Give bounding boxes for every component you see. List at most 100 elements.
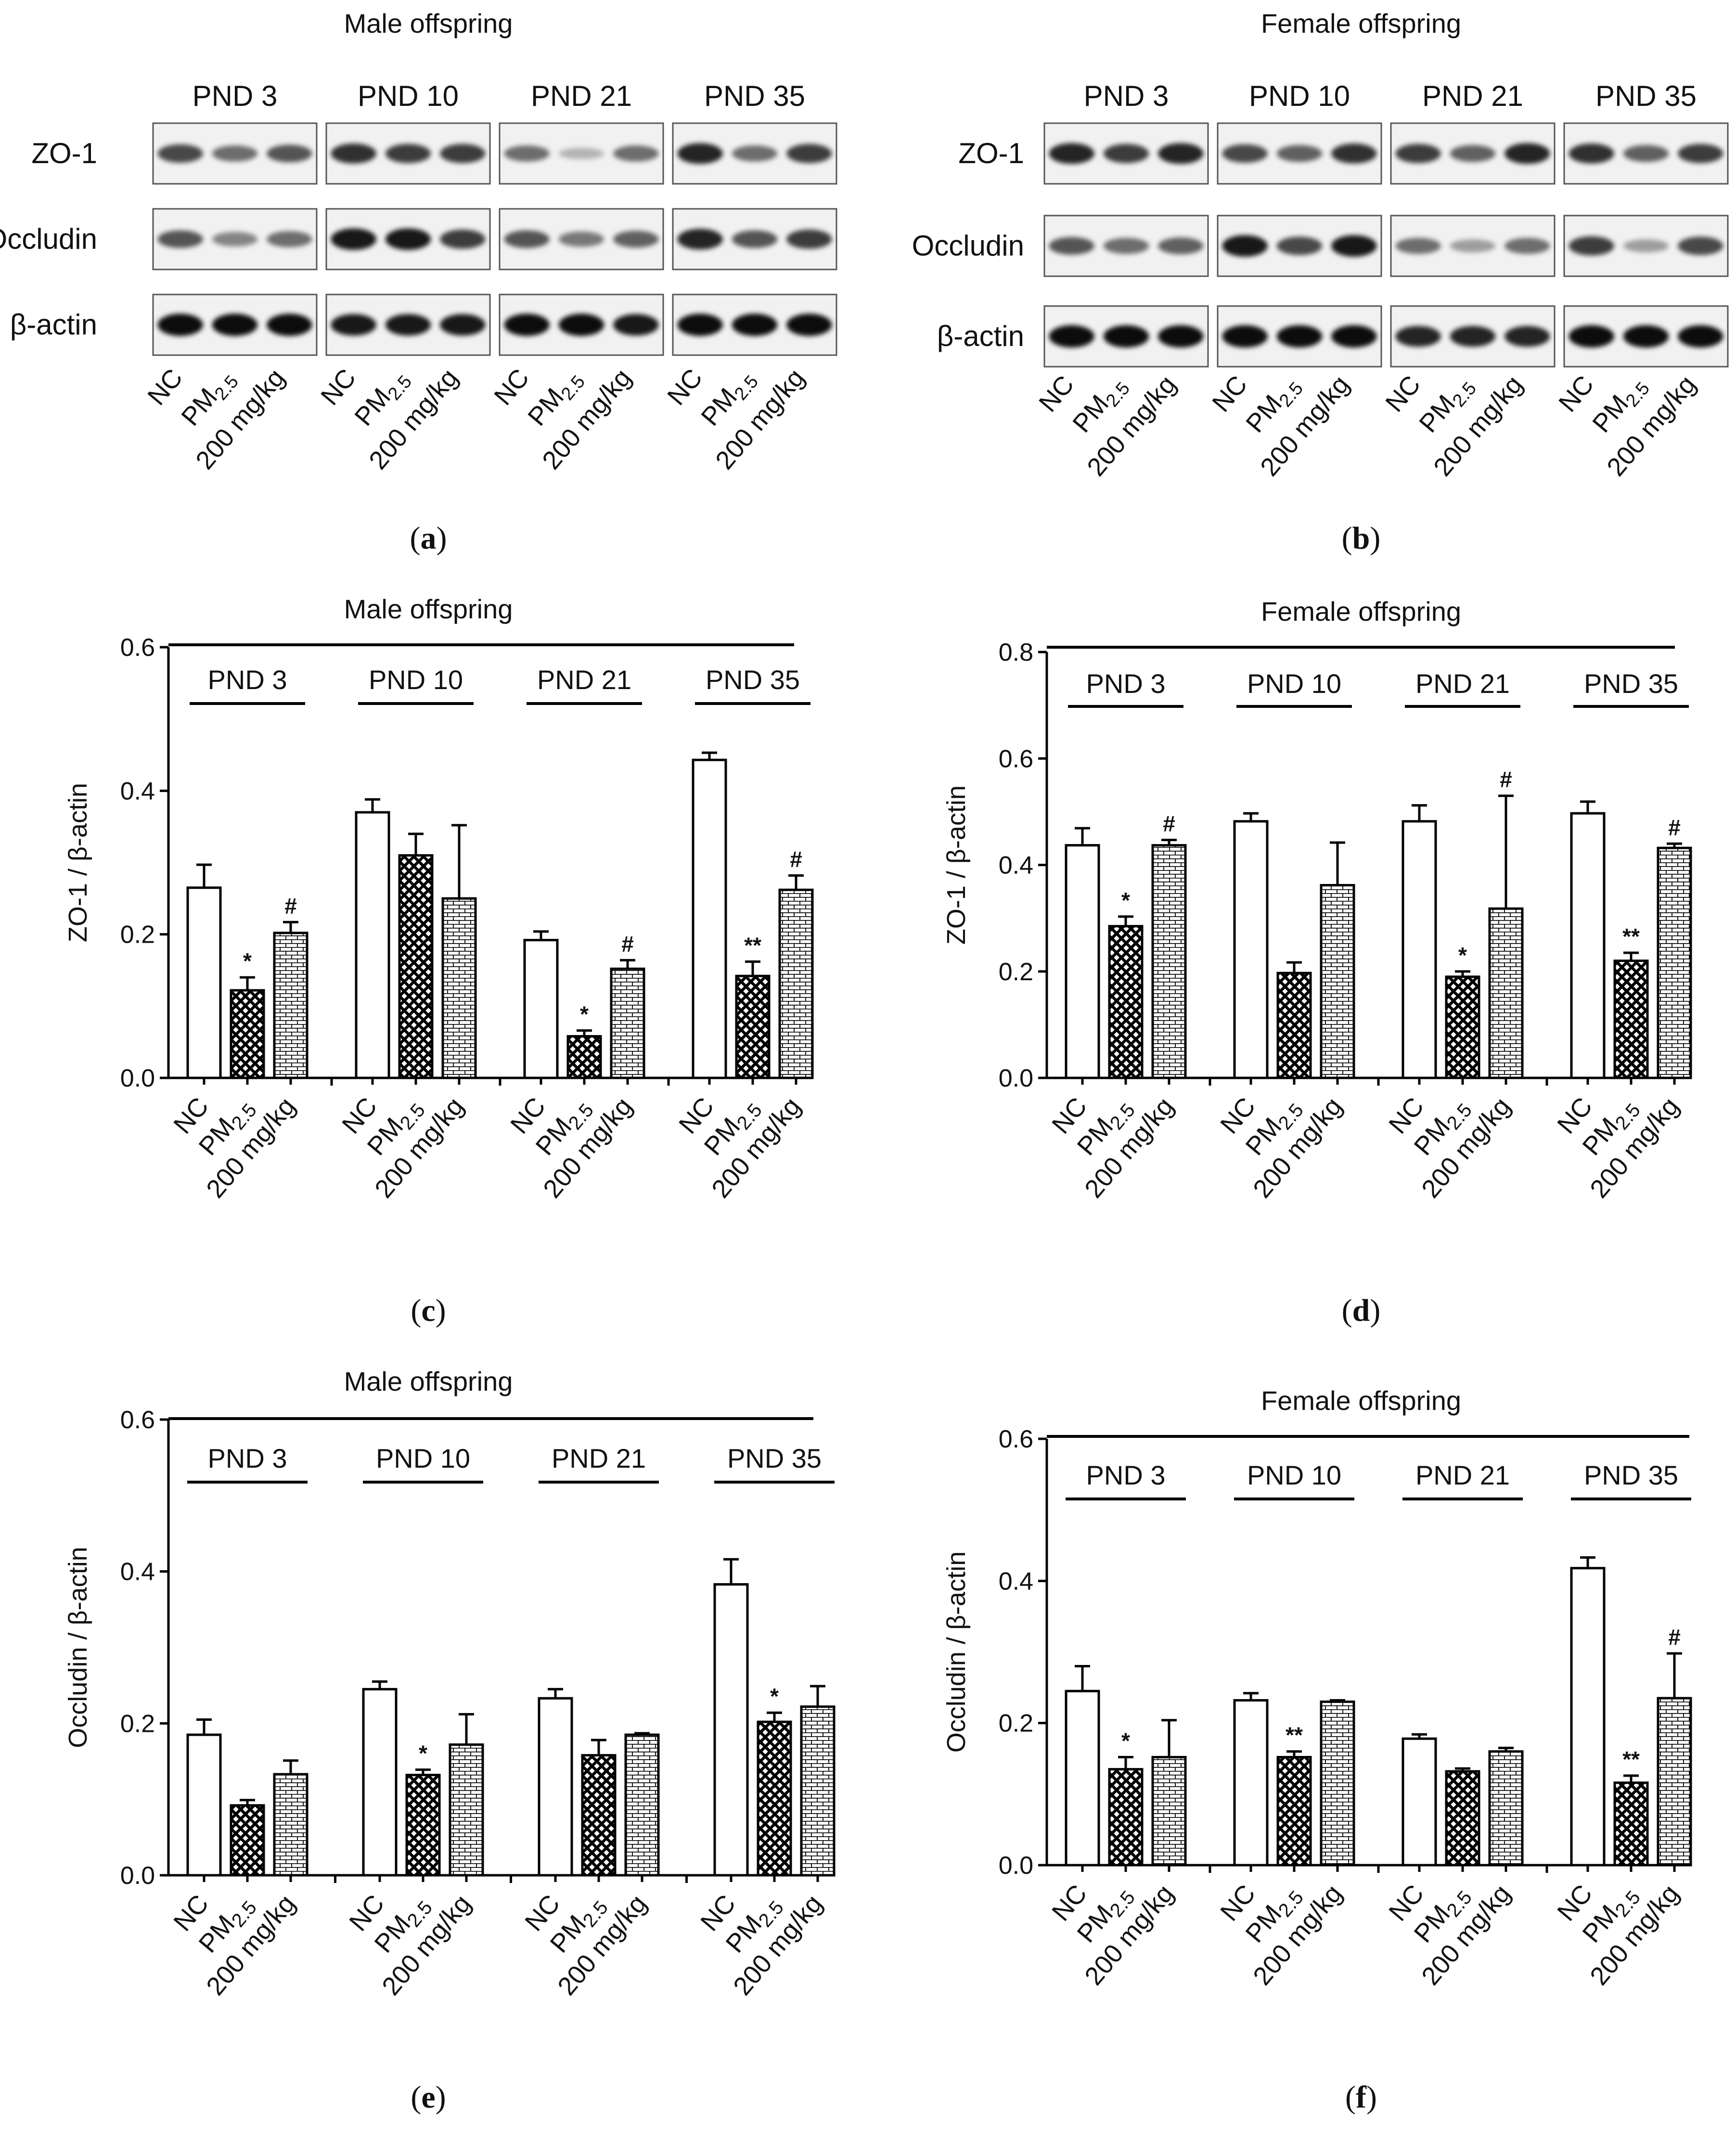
bar-e-0-1 — [230, 1804, 265, 1877]
blot-row-label: Occludin — [0, 223, 97, 255]
blot-band — [613, 145, 659, 162]
y-tick-label: 0.4 — [120, 1558, 155, 1586]
blot-band — [1222, 325, 1268, 348]
blot-band — [558, 148, 604, 159]
blot-band — [385, 228, 431, 250]
bar-f-0-1 — [1108, 1768, 1144, 1867]
blot-band — [1450, 145, 1496, 162]
significance-mark: * — [419, 1741, 427, 1766]
significance-mark: ** — [744, 933, 761, 958]
blot-band — [331, 314, 376, 336]
blot-band — [385, 314, 431, 336]
blot-band — [1103, 238, 1149, 254]
bar-d-3-1 — [1613, 960, 1649, 1079]
bar-e-3-0 — [713, 1583, 749, 1877]
blot-band — [1158, 237, 1204, 255]
group-label: PND 21 — [1415, 1460, 1510, 1490]
y-tick-label: 0.8 — [999, 639, 1033, 666]
group-label: PND 3 — [1086, 1460, 1166, 1490]
blot-lane-label-0: NC — [1380, 370, 1426, 417]
blot-group-label: PND 3 — [193, 80, 278, 112]
panel-caption-d: (d) — [1342, 1293, 1381, 1328]
group-label: PND 35 — [727, 1443, 822, 1473]
blot-band — [440, 230, 486, 249]
bar-e-0-0 — [186, 1733, 222, 1877]
bar-f-3-2 — [1657, 1697, 1692, 1867]
y-axis-title: ZO-1 / β-actin — [64, 783, 92, 942]
y-tick-label: 0.2 — [120, 1710, 155, 1738]
blot-band — [331, 143, 376, 164]
group-label: PND 35 — [1584, 668, 1678, 699]
group-label: PND 21 — [1415, 668, 1510, 699]
bar-e-2-2 — [624, 1733, 660, 1877]
significance-mark: # — [284, 893, 297, 918]
panel-caption-e: (e) — [411, 2080, 446, 2115]
blot-band — [1569, 143, 1614, 164]
blot-band — [1569, 236, 1614, 256]
blot-band — [1276, 236, 1323, 256]
blot-band — [504, 145, 550, 162]
blot-band — [558, 313, 604, 336]
bar-c-3-2 — [778, 888, 814, 1079]
blot-panel-a: Male offspring ZO-1 Occludin β-actin PND 3 NC… — [0, 8, 837, 475]
blot-lane-label-0: NC — [315, 363, 361, 410]
blot-band — [1505, 143, 1550, 164]
blot-band — [1623, 325, 1669, 348]
significance-mark: # — [1500, 767, 1512, 792]
blot-band — [1331, 143, 1377, 164]
chart-title: Female offspring — [1261, 1385, 1461, 1416]
significance-mark: ** — [1622, 924, 1640, 949]
y-tick-label: 0.0 — [999, 1064, 1033, 1092]
blot-lane-label-0: NC — [1553, 370, 1599, 417]
panel-caption-b: (b) — [1342, 521, 1381, 556]
blot-band — [157, 230, 203, 248]
blot-band — [212, 145, 258, 162]
y-tick-label: 0.6 — [120, 634, 155, 662]
significance-mark: # — [1163, 811, 1175, 836]
blot-band — [157, 144, 203, 163]
blot-panel-b: Female offspring ZO-1 Occludin β-actin PND 3… — [912, 8, 1729, 482]
group-label: PND 3 — [208, 1443, 287, 1473]
y-tick-label: 0.4 — [999, 1567, 1033, 1595]
blot-band — [1623, 145, 1669, 162]
group-label: PND 35 — [1584, 1460, 1678, 1490]
blot-band — [558, 231, 604, 247]
blot-band — [1158, 143, 1204, 164]
bar-e-3-2 — [800, 1705, 836, 1877]
bar-f-3-1 — [1613, 1781, 1649, 1867]
blot-band — [1623, 239, 1669, 253]
group-label: PND 10 — [1247, 668, 1341, 699]
y-tick-label: 0.2 — [999, 958, 1033, 986]
bar-c-1-0 — [355, 811, 390, 1079]
y-tick-label: 0.4 — [999, 852, 1033, 880]
chart-title: Male offspring — [344, 594, 513, 624]
blot-band — [1569, 325, 1614, 348]
bar-d-2-1 — [1445, 975, 1480, 1079]
blot-band — [1678, 236, 1723, 256]
blot-band — [677, 313, 723, 336]
significance-mark: * — [1458, 943, 1467, 968]
blot-lane-label-0: NC — [142, 363, 188, 410]
bar-e-3-1 — [757, 1720, 792, 1877]
blot-band — [1331, 325, 1377, 348]
bar-c-3-1 — [735, 974, 771, 1079]
bar-e-1-0 — [362, 1688, 398, 1877]
y-axis-title: ZO-1 / β-actin — [942, 785, 971, 945]
blot-lane-label-0: NC — [1207, 370, 1253, 417]
blot-band — [1049, 237, 1094, 255]
blot-band — [732, 313, 778, 336]
blot-band — [440, 314, 486, 336]
blot-lane-label-0: NC — [662, 363, 708, 410]
chart-panel-f: Female offspring 0.0 0.2 0.4 0.6 Occludin / β… — [942, 1385, 1692, 1991]
y-tick-label: 0.2 — [120, 921, 155, 949]
y-tick-label: 0.6 — [999, 745, 1033, 773]
bar-f-1-0 — [1233, 1699, 1269, 1867]
blot-row-label: ZO-1 — [958, 137, 1024, 169]
chart-title: Male offspring — [344, 1366, 513, 1396]
bar-d-0-2 — [1151, 844, 1187, 1079]
bar-e-0-2 — [273, 1773, 309, 1877]
significance-mark: * — [580, 1002, 589, 1027]
y-tick-label: 0.0 — [120, 1064, 155, 1092]
blot-band — [1103, 144, 1149, 163]
